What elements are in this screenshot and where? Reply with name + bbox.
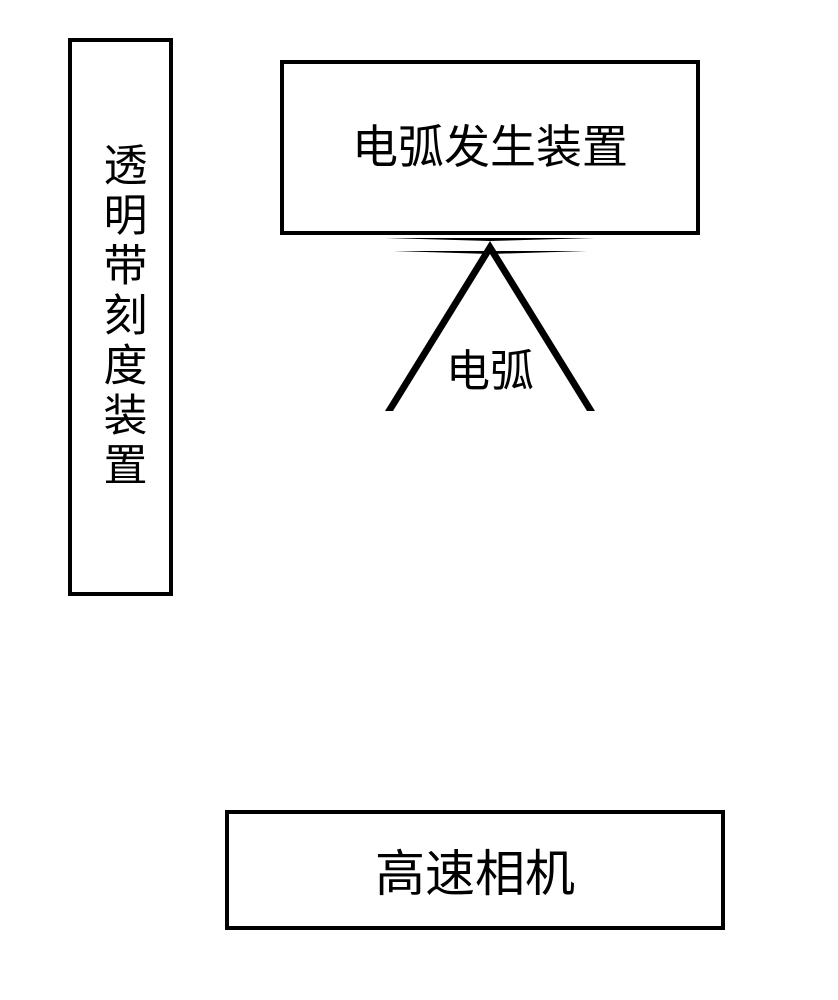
arc-generator-label: 电弧发生装置 [322,118,658,178]
scale-device-box: 透明带刻度装置 [68,38,173,596]
arc-generator-box: 电弧发生装置 [280,60,700,235]
arc-label: 电弧 [430,335,550,399]
scale-device-label: 透明带刻度装置 [89,142,153,492]
camera-label: 高速相机 [375,834,575,906]
camera-box: 高速相机 [225,810,725,930]
